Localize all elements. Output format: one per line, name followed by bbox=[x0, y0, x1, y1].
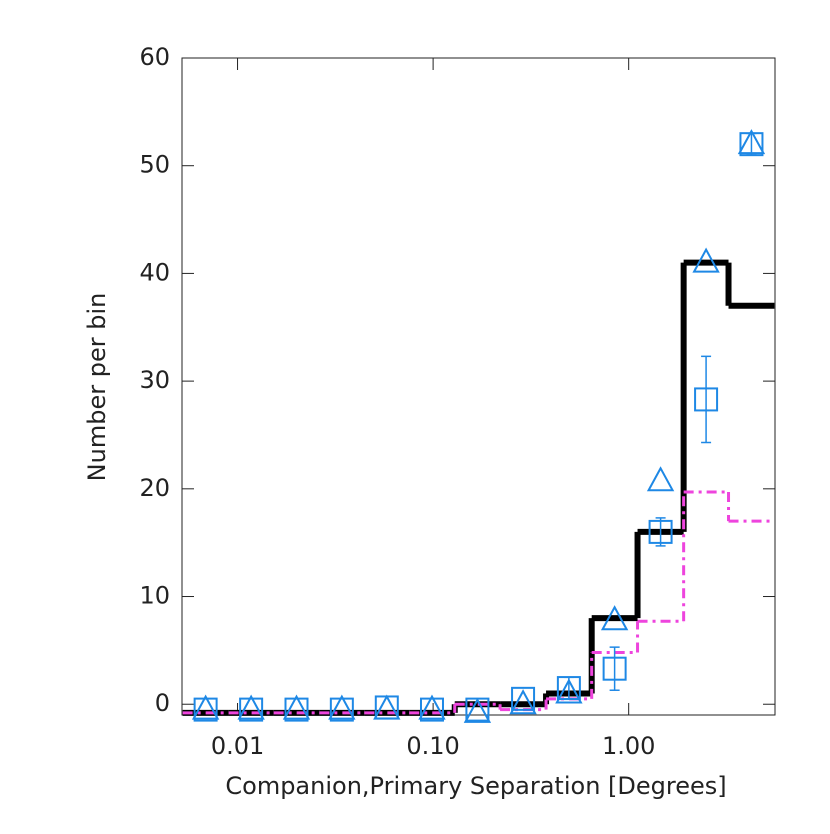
square-marker bbox=[602, 656, 627, 681]
triangle-marker bbox=[191, 694, 220, 720]
y-tick-label: 60 bbox=[139, 43, 170, 71]
y-tick-label: 0 bbox=[155, 689, 170, 717]
y-tick-label: 30 bbox=[139, 366, 170, 394]
triangle-marker bbox=[646, 466, 675, 492]
triangle-marker bbox=[373, 694, 401, 720]
triangle-marker bbox=[282, 694, 311, 720]
triangle-marker bbox=[600, 605, 629, 631]
triangle-marker bbox=[463, 697, 492, 723]
y-tick-label: 10 bbox=[139, 582, 170, 610]
triangle-marker bbox=[555, 678, 583, 704]
y-tick-label: 40 bbox=[139, 258, 170, 286]
square-marker bbox=[648, 519, 673, 544]
x-axis-label: Companion,Primary Separation [Degrees] bbox=[225, 772, 726, 800]
triangle-marker bbox=[692, 247, 720, 273]
x-tick-label: 1.00 bbox=[602, 732, 655, 760]
triangle-marker bbox=[418, 694, 446, 720]
triangle-marker bbox=[328, 694, 356, 720]
triangle-marker bbox=[737, 129, 766, 155]
x-tick-label: 0.10 bbox=[406, 732, 459, 760]
x-tick-label: 0.01 bbox=[211, 732, 264, 760]
square-marker bbox=[694, 387, 719, 412]
square-marker bbox=[511, 686, 536, 711]
triangle-marker bbox=[237, 694, 265, 720]
triangle-marker bbox=[509, 689, 537, 715]
y-tick-label: 50 bbox=[139, 151, 170, 179]
y-axis-label: Number per bin bbox=[83, 293, 111, 482]
y-tick-label: 20 bbox=[139, 474, 170, 502]
plot-frame bbox=[181, 57, 776, 716]
square-marker bbox=[556, 676, 581, 701]
